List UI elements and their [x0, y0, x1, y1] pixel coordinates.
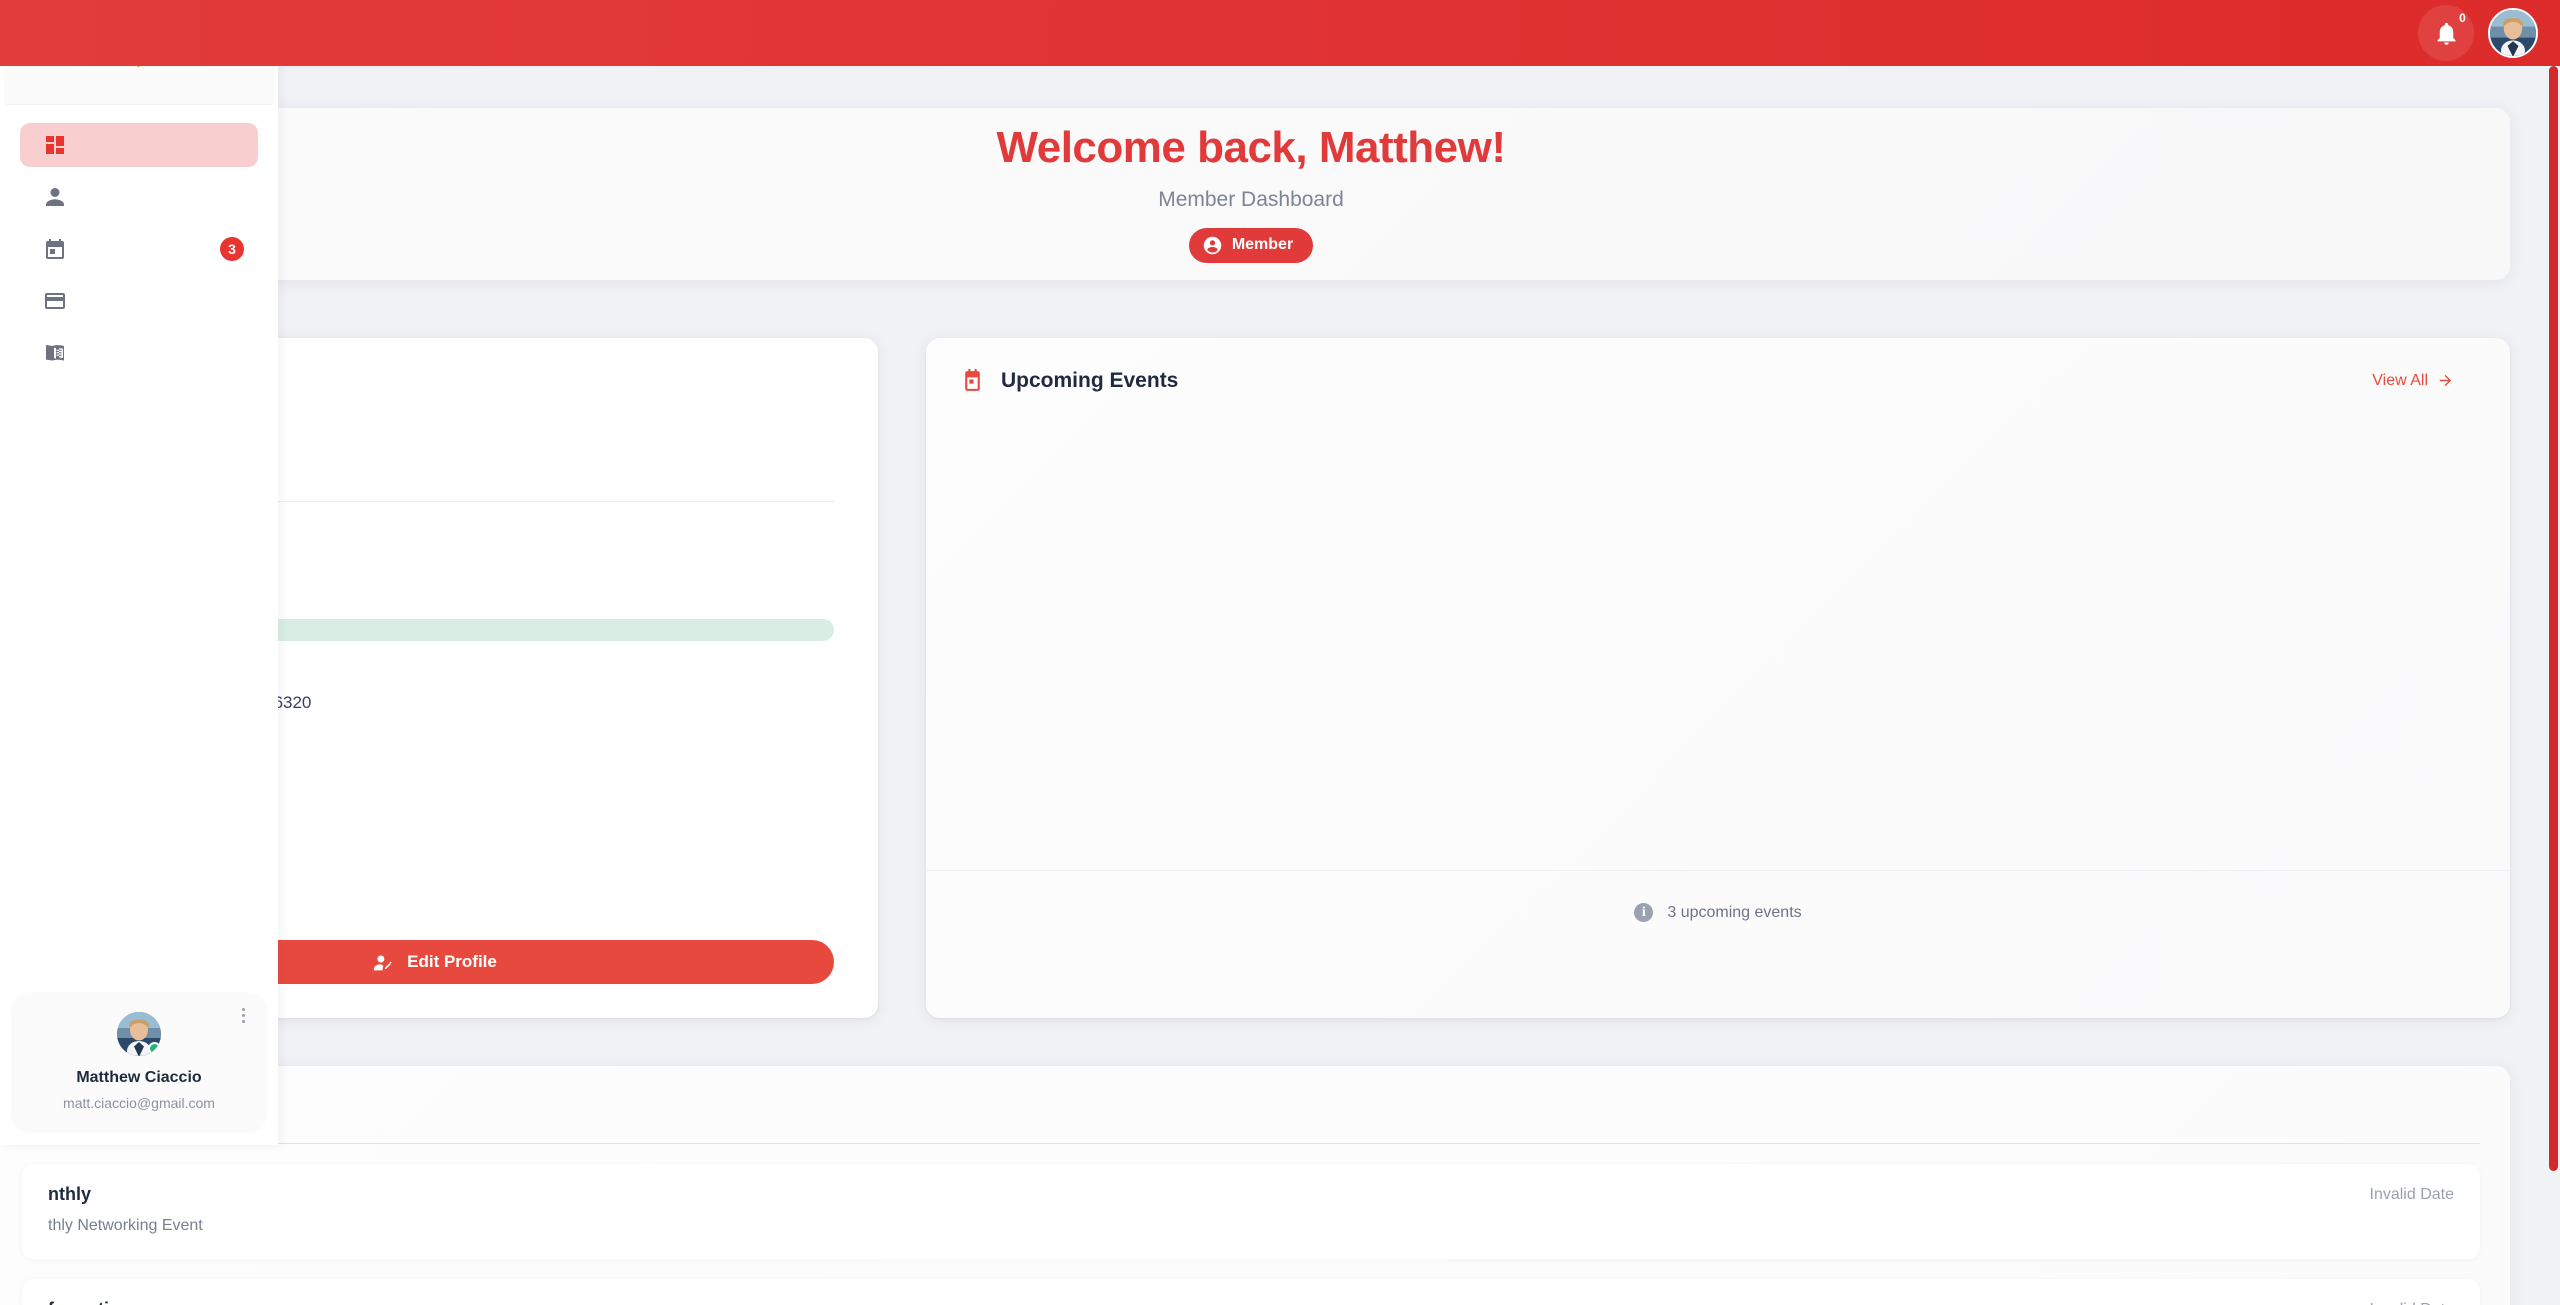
upcoming-events-list — [926, 393, 2510, 870]
dashboard-grid-icon — [42, 132, 68, 158]
sidebar-nav: 3 — [0, 105, 278, 383]
events-badge-count: 3 — [220, 237, 244, 261]
view-all-label: View All — [2372, 371, 2428, 389]
sidebar-item-events[interactable]: 3 — [20, 227, 258, 271]
person-edit-icon — [374, 955, 392, 970]
avatar[interactable] — [2488, 8, 2538, 58]
avatar-photo — [117, 1012, 161, 1056]
activity-row-description: thly Networking Event — [48, 1217, 203, 1234]
sidebar-user-card[interactable]: Matthew Ciaccio matt.ciaccio@gmail.com — [14, 994, 264, 1129]
activity-card: ty nthly thly Networking Event Invalid D… — [0, 1066, 2510, 1305]
welcome-hero: Welcome back, Matthew! Member Dashboard … — [0, 108, 2510, 280]
sidebar-item-profile[interactable] — [20, 175, 258, 219]
info-icon: i — [1634, 903, 1654, 922]
calendar-event-icon — [965, 369, 980, 391]
credit-card-icon — [42, 288, 68, 314]
sidebar-item-payments[interactable] — [20, 279, 258, 323]
arrow-right-icon — [2439, 374, 2452, 387]
bell-icon — [2437, 22, 2455, 45]
sidebar-spacer — [0, 383, 278, 994]
sidebar: 3 — [0, 0, 278, 1145]
divider — [36, 501, 834, 502]
page-subtitle: Member Dashboard — [1158, 187, 1344, 211]
divider — [22, 1143, 2480, 1144]
book-icon — [42, 340, 68, 366]
upcoming-events-header: Upcoming Events View All — [926, 338, 2510, 393]
view-all-events-link[interactable]: View All — [2372, 372, 2454, 390]
edit-profile-label: Edit Profile — [407, 952, 497, 971]
sidebar-item-directory[interactable] — [20, 331, 258, 375]
activity-row-date: Invalid Date — [2370, 1299, 2455, 1305]
avatar[interactable] — [117, 1012, 161, 1056]
online-status-indicator — [148, 1042, 161, 1055]
kebab-menu-icon[interactable] — [232, 1004, 254, 1026]
main-content: Welcome back, Matthew! Member Dashboard … — [0, 66, 2560, 1305]
table-row[interactable]: formation Invalid Date — [22, 1279, 2480, 1305]
activity-title: ty — [22, 1066, 2480, 1143]
sidebar-user-name: Matthew Ciaccio — [76, 1069, 202, 1086]
role-badge-label: Member — [1231, 236, 1294, 254]
upcoming-events-count: 3 upcoming events — [1667, 903, 1802, 921]
upcoming-events-title-group: Upcoming Events — [960, 368, 1178, 393]
top-app-bar: 0 — [0, 0, 2560, 66]
sidebar-item-dashboard[interactable] — [20, 123, 258, 167]
role-badge: Member — [1188, 227, 1314, 263]
activity-row-title: nthly — [48, 1184, 91, 1204]
calendar-icon — [42, 236, 68, 262]
person-icon — [42, 184, 68, 210]
activity-row-date: Invalid Date — [2369, 1186, 2455, 1203]
sidebar-user-email: matt.ciaccio@gmail.com — [63, 1095, 215, 1111]
upcoming-events-card: Upcoming Events View All i 3 upcoming ev… — [926, 338, 2510, 1018]
sidebar-user-section: Matthew Ciaccio matt.ciaccio@gmail.com — [0, 994, 278, 1145]
upcoming-events-footer: i 3 upcoming events — [926, 870, 2510, 954]
notification-count-badge: 0 — [2459, 10, 2466, 25]
page-title: Welcome back, Matthew! — [996, 123, 1507, 173]
avatar-photo — [2490, 10, 2536, 56]
activity-row-title: formation — [48, 1299, 131, 1305]
vertical-scrollbar[interactable] — [2549, 66, 2558, 1305]
scrollbar-thumb[interactable] — [2549, 66, 2558, 1171]
table-row[interactable]: nthly thly Networking Event Invalid Date — [22, 1164, 2480, 1259]
account-circle-icon — [1203, 236, 1222, 254]
notifications-button[interactable]: 0 — [2418, 5, 2474, 61]
upcoming-events-title: Upcoming Events — [1001, 368, 1179, 392]
